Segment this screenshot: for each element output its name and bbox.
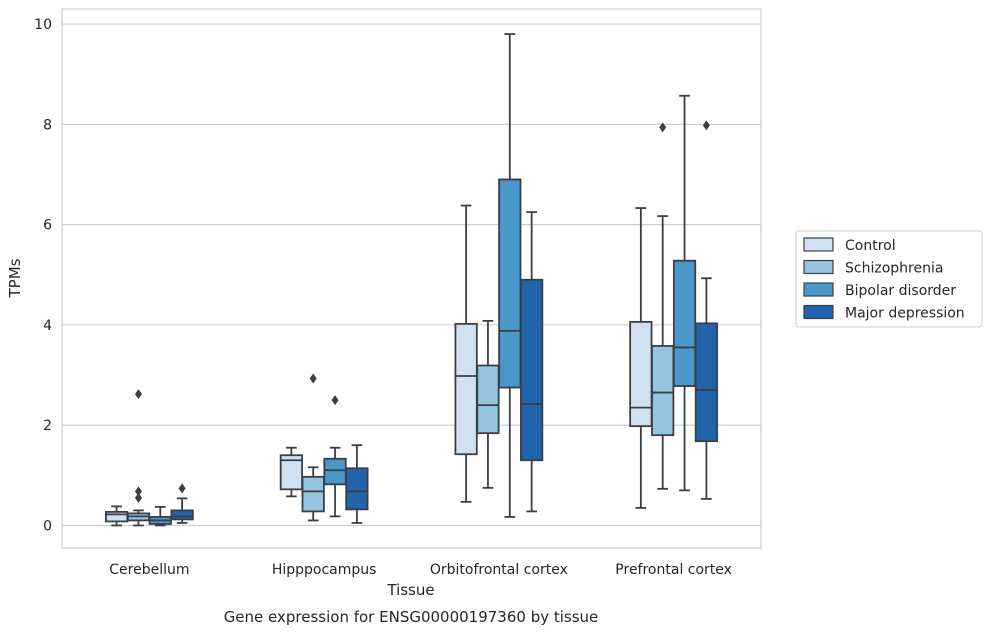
box-bipolar-disorder [672, 94, 697, 492]
x-tick-label: Orbitofrontal cortex [430, 562, 568, 578]
y-tick-label: 8 [43, 117, 52, 133]
box-major-depression [345, 444, 369, 524]
box-bipolar-disorder [323, 395, 347, 518]
outlier-point [702, 120, 710, 131]
outlier-point [331, 395, 339, 406]
y-tick-label: 0 [43, 518, 52, 534]
legend-label: Major depression [845, 306, 965, 322]
boxes [105, 33, 718, 527]
iqr-box [520, 278, 544, 462]
x-tick-label: Hipppocampus [272, 562, 377, 578]
y-tick-labels: 0 2 4 6 8 10 [34, 17, 52, 534]
box-major-depression [520, 211, 544, 513]
iqr-box [629, 320, 653, 428]
outlier-point [134, 492, 142, 503]
outlier-point [309, 373, 317, 384]
iqr-box [672, 259, 697, 387]
box-schizophrenia [651, 122, 675, 490]
legend-swatch [803, 282, 834, 297]
box-major-depression [170, 483, 194, 524]
y-tick-label: 6 [43, 218, 52, 234]
legend-swatch [803, 304, 834, 320]
box-control [454, 204, 478, 503]
x-axis-label: Tissue [386, 581, 434, 599]
plot-frame [61, 8, 762, 549]
box-bipolar-disorder [148, 505, 172, 527]
outlier-point [178, 483, 186, 494]
legend-label: Control [845, 238, 896, 254]
box-control [105, 505, 129, 527]
chart-caption: Gene expression for ENSG00000197360 by t… [224, 608, 599, 626]
outlier-point [134, 486, 142, 497]
box-schizophrenia [301, 373, 325, 522]
legend-label: Bipolar disorder [845, 283, 956, 299]
iqr-box [651, 345, 675, 437]
grid-lines [62, 23, 761, 526]
iqr-box [694, 322, 718, 443]
x-tick-labels: Cerebellum Hipppocampus Orbitofrontal cort… [109, 562, 732, 578]
y-tick-label: 4 [43, 318, 52, 334]
iqr-box [476, 364, 500, 435]
legend-label: Schizophrenia [845, 261, 943, 277]
iqr-box [170, 509, 194, 521]
y-tick-label: 10 [34, 17, 52, 33]
box-bipolar-disorder [498, 33, 522, 518]
legend: Control Schizophrenia Bipolar disorder Majo… [795, 230, 983, 328]
legend-swatch [803, 237, 834, 252]
legend-swatch [803, 259, 834, 275]
box-major-depression [694, 120, 718, 500]
iqr-box [279, 454, 303, 491]
outlier-point [659, 122, 667, 133]
box-schizophrenia [126, 389, 151, 527]
y-axis-label: TPMs [6, 258, 24, 298]
y-tick-label: 2 [43, 418, 52, 434]
outlier-point [134, 389, 142, 400]
x-tick-label: Prefrontal cortex [615, 562, 732, 578]
iqr-box [345, 467, 369, 511]
box-control [279, 446, 303, 498]
iqr-box [323, 457, 347, 486]
iqr-box [105, 510, 129, 523]
iqr-box [301, 475, 325, 513]
iqr-box [454, 322, 478, 456]
box-schizophrenia [476, 319, 500, 489]
iqr-box [498, 178, 522, 389]
legend-frame [795, 230, 983, 328]
x-tick-label: Cerebellum [109, 562, 189, 578]
box-control [629, 207, 653, 509]
